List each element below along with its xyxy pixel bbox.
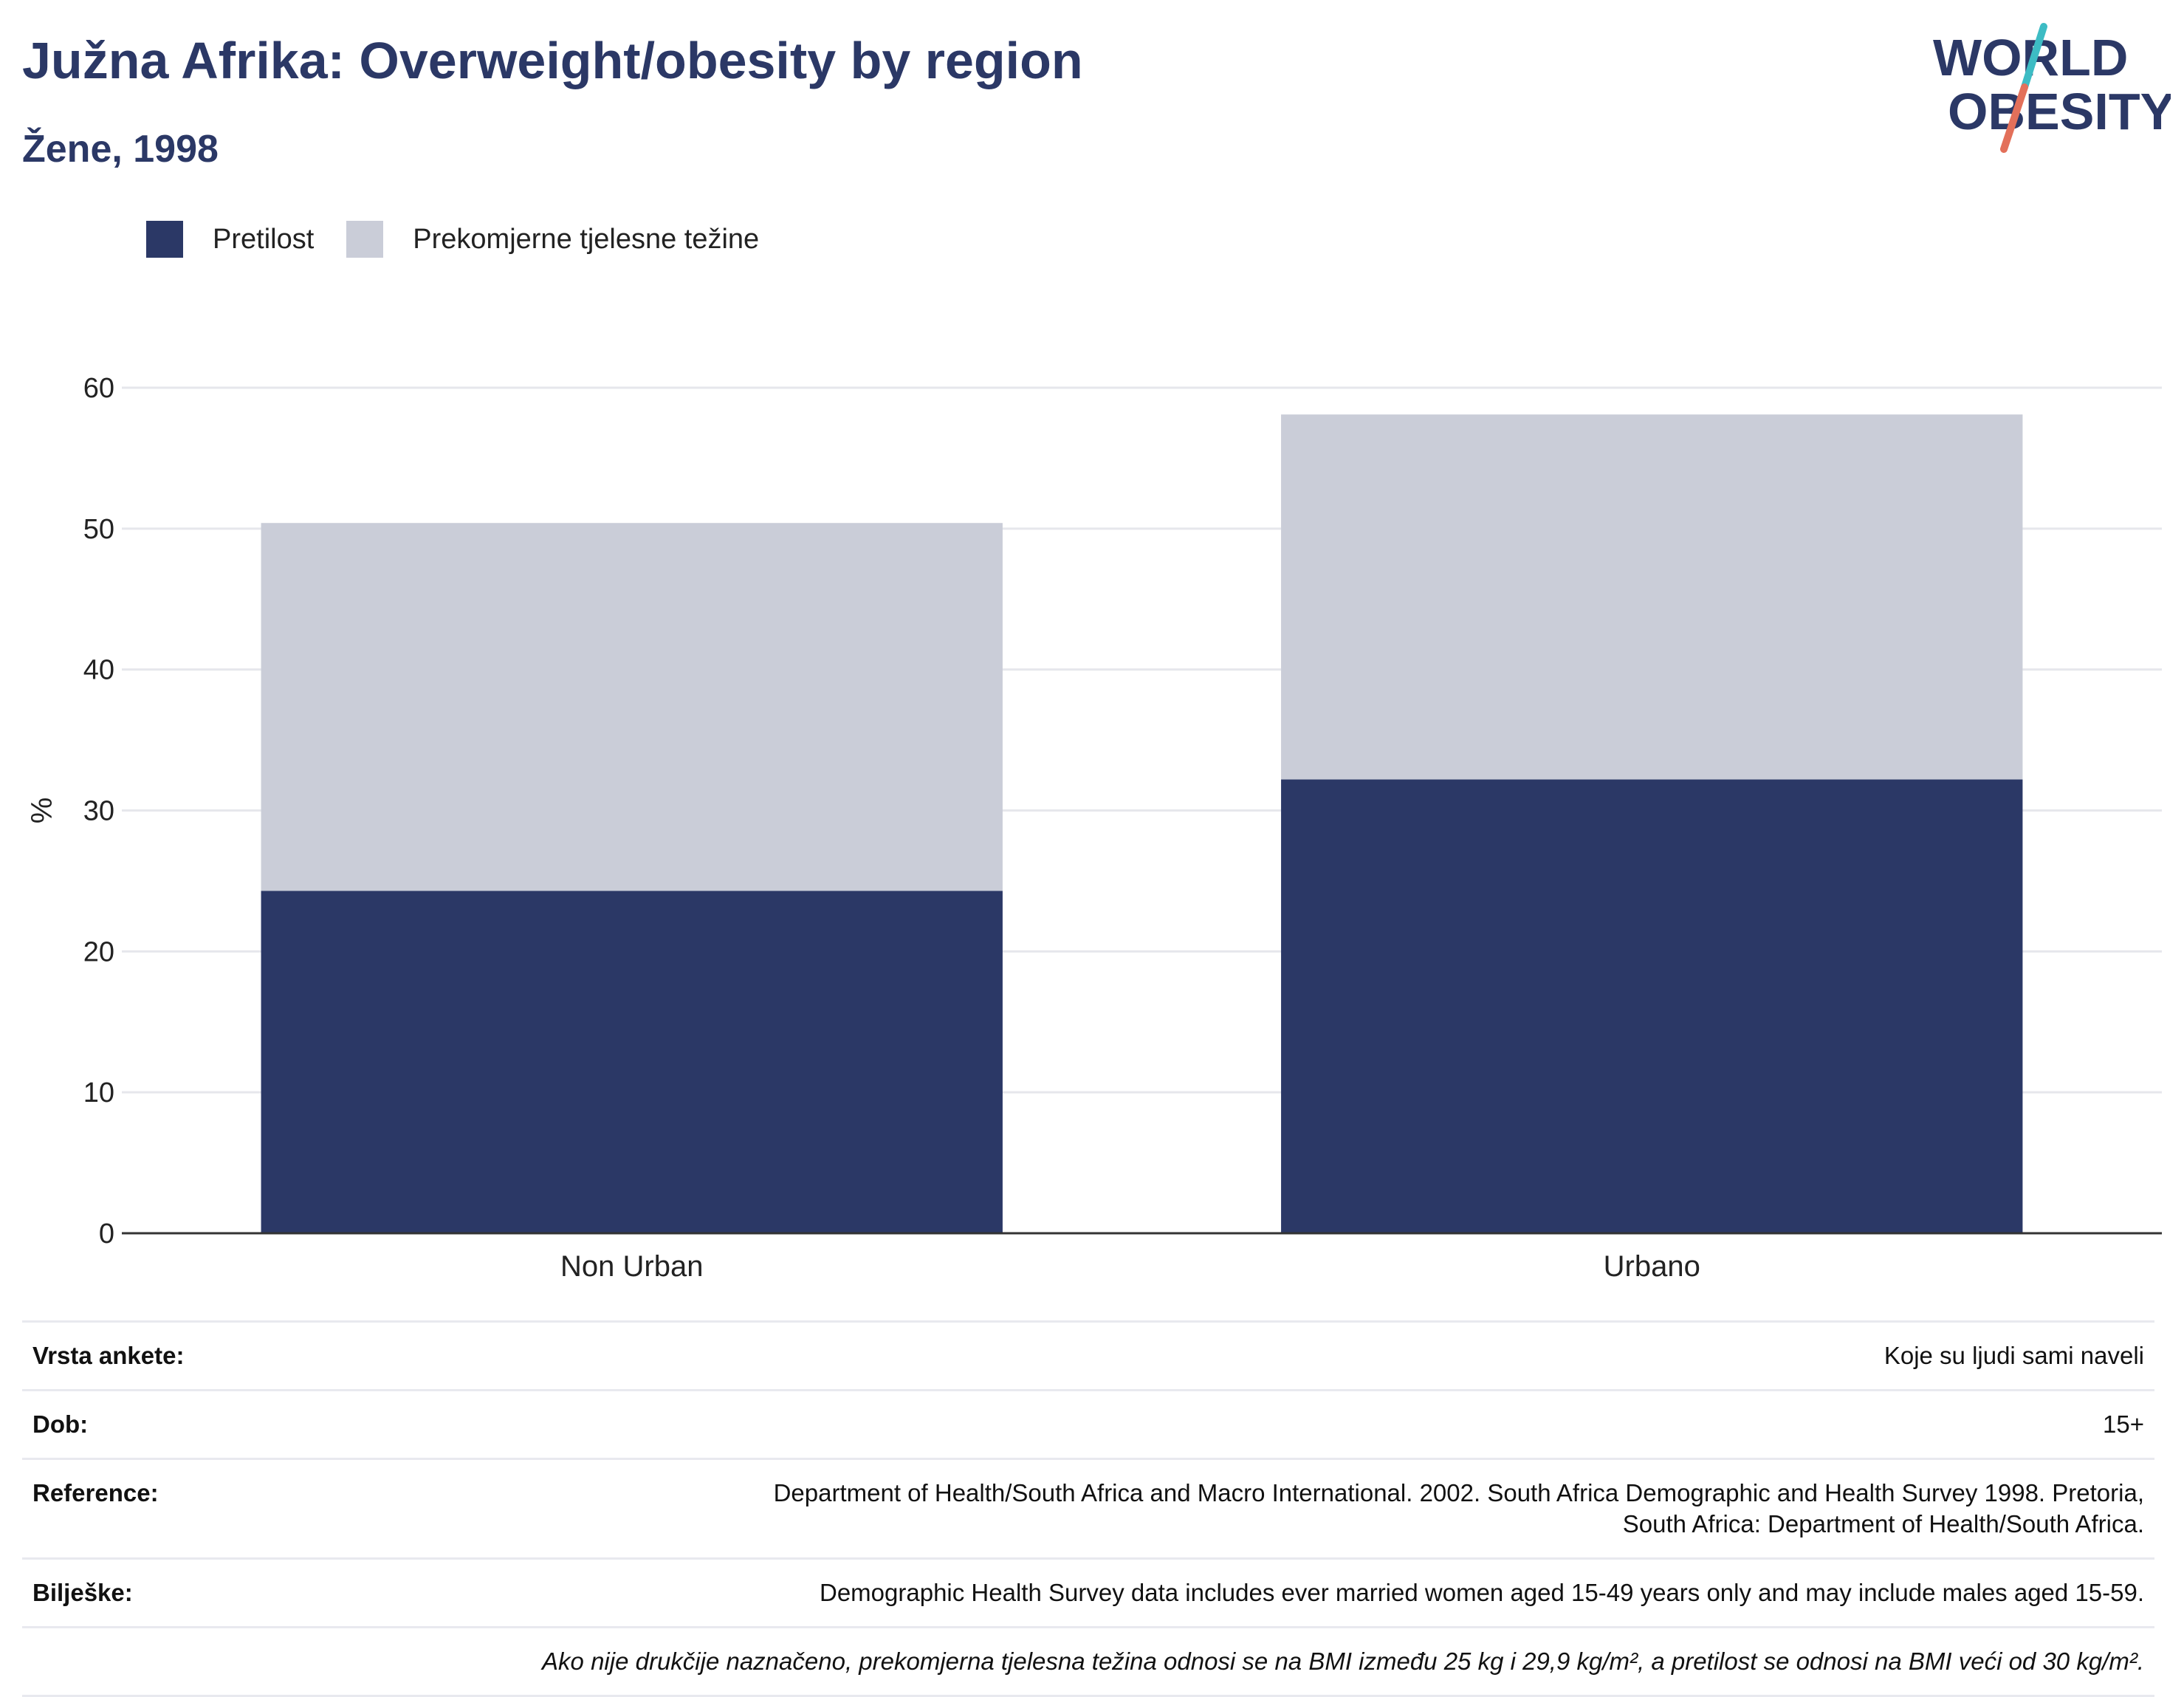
meta-key-notes: Bilješke: [32,1579,133,1606]
y-tick-label: 20 [83,936,114,967]
chart-legend: Pretilost Prekomjerne tjelesne težine [146,219,791,260]
meta-row-reference: Reference: Department of Health/South Af… [22,1458,2154,1557]
world-obesity-logo: WORLD OBESITY [1933,23,2171,153]
y-axis-label: % [26,798,58,824]
logo-text-obesity: OBESITY [1948,83,2171,140]
legend-swatch-pretilost [146,221,183,258]
y-tick-label: 40 [83,655,114,686]
y-tick-label: 60 [83,373,114,404]
legend-item-prekomjerne[interactable]: Prekomjerne tjelesne težine [346,221,759,258]
y-tick-label: 50 [83,514,114,545]
meta-value-notes: Demographic Health Survey data includes … [820,1579,2144,1606]
bar-prekomjerne-non-urban [261,523,1003,891]
meta-key-reference: Reference: [32,1479,159,1506]
definition-note: Ako nije drukčije naznačeno, prekomjerna… [542,1648,2144,1675]
legend-label-pretilost: Pretilost [213,223,315,255]
x-tick-label: Non Urban [560,1250,703,1283]
meta-row-notes: Bilješke: Demographic Health Survey data… [22,1557,2154,1626]
chart-title: Južna Afrika: Overweight/obesity by regi… [22,32,1083,89]
bar-chart: 0 10 20 30 40 50 60% Non Urban Urbano [26,373,2162,1283]
logo-slash-coral [2000,83,2028,153]
metadata-table: Vrsta ankete: Koje su ljudi sami naveli … [22,1320,2154,1697]
meta-value-age: 15+ [2103,1410,2144,1438]
meta-row-age: Dob: 15+ [22,1389,2154,1458]
bar-pretilost-urbano [1281,779,2023,1233]
y-tick-label: 30 [83,796,114,827]
legend-item-pretilost[interactable]: Pretilost [146,221,314,258]
bar-pretilost-non-urban [261,891,1003,1233]
logo-slash-teal [2021,23,2047,91]
x-tick-label: Urbano [1604,1250,1700,1283]
meta-value-reference: Department of Health/South Africa and Ma… [773,1479,2144,1537]
meta-row-definition-note: Ako nije drukčije naznačeno, prekomjerna… [22,1626,2154,1697]
meta-key-age: Dob: [32,1410,89,1438]
chart-subtitle: Žene, 1998 [22,128,219,171]
meta-value-survey-type: Koje su ljudi sami naveli [1883,1342,2144,1369]
bar-prekomjerne-urbano [1281,414,2023,780]
y-tick-label: 0 [99,1218,114,1249]
meta-row-survey-type: Vrsta ankete: Koje su ljudi sami naveli [22,1320,2154,1389]
legend-swatch-prekomjerne [346,221,384,258]
y-tick-label: 10 [83,1077,114,1108]
meta-key-survey-type: Vrsta ankete: [32,1342,185,1369]
legend-label-prekomjerne: Prekomjerne tjelesne težine [413,223,760,255]
